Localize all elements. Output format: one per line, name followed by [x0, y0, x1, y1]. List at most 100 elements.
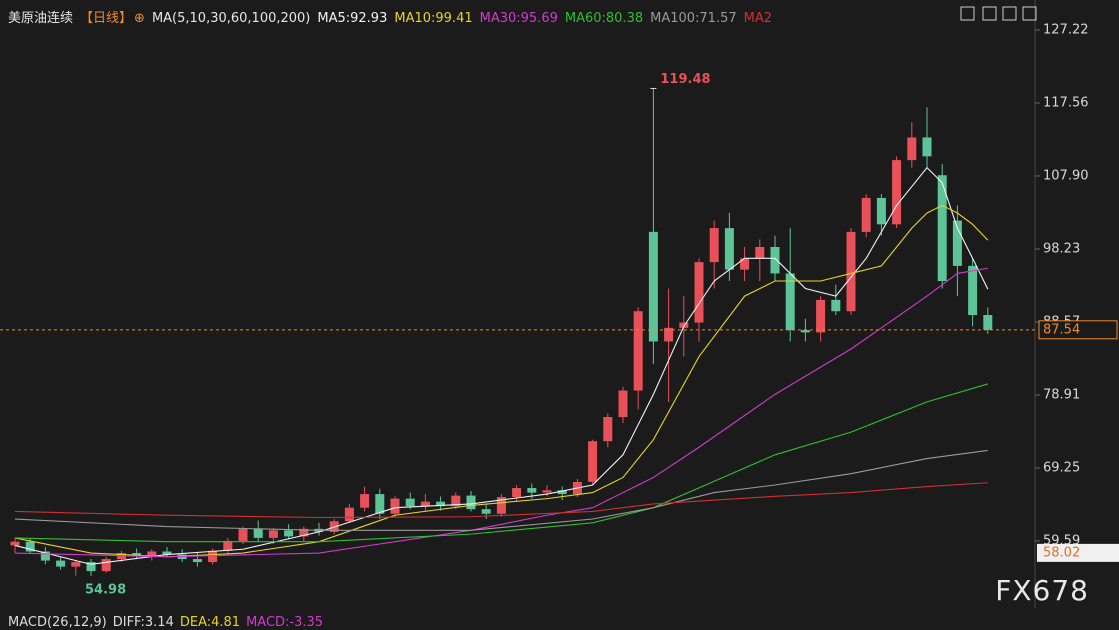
high-annotation: 119.48 — [660, 72, 710, 87]
candle-body — [496, 497, 506, 514]
legend-entry[interactable]: MA30:95.69 — [479, 11, 558, 26]
indicator[interactable]: MA(5,10,30,60,100,200) — [151, 11, 311, 26]
candle-body — [481, 509, 491, 514]
header: 美原油连续 【日线】 ⊕ MA(5,10,30,60,100,200) MA5:92.9… — [8, 7, 786, 26]
y-tick-label: 98.23 — [1043, 242, 1080, 257]
legend-entry[interactable]: MA100:71.57 — [650, 11, 737, 26]
candle-body — [223, 540, 233, 551]
candle-body — [147, 551, 157, 557]
candle-body — [664, 327, 674, 342]
candle-body — [208, 550, 218, 563]
candle-body — [618, 390, 628, 418]
candle-body — [892, 160, 902, 225]
marker-label: 58.02 — [1043, 545, 1080, 560]
candle-body — [876, 197, 886, 225]
candle-body — [633, 311, 643, 391]
candle-body — [420, 501, 430, 507]
marker-box — [1037, 543, 1119, 562]
icon[interactable]: ⊕ — [134, 11, 145, 26]
legend-entry[interactable]: MA5:92.93 — [317, 11, 388, 26]
y-tick-label: 69.25 — [1043, 461, 1080, 476]
candle-body — [694, 262, 704, 323]
candle-body — [907, 137, 917, 161]
candle-body — [709, 228, 719, 263]
candle-body — [770, 247, 780, 274]
candle-body — [968, 265, 978, 316]
candle-body — [846, 231, 856, 312]
candle-body — [937, 175, 947, 282]
y-tick-label: 78.91 — [1043, 388, 1080, 403]
candle-body — [86, 562, 96, 572]
candle-body — [40, 551, 50, 561]
ma-line — [14, 267, 988, 558]
candle-body — [268, 530, 278, 538]
candle-body — [436, 501, 446, 507]
candle-body — [238, 528, 248, 541]
candle-body — [922, 137, 932, 157]
candle-body — [724, 228, 734, 270]
price-box — [1038, 320, 1118, 340]
legend-entry[interactable]: MA2 — [743, 11, 773, 26]
candle-body — [542, 490, 552, 493]
macd-label: MACD:-3.35 — [246, 615, 324, 630]
candle-body — [299, 528, 309, 537]
candle-body — [800, 330, 810, 333]
candle-body — [861, 197, 871, 232]
macd-header: MACD(26,12,9) DIFF:3.14 DEA:4.81 MACD:-3.35 — [8, 615, 329, 630]
y-tick-label: 127.22 — [1043, 22, 1089, 37]
candle-body — [831, 299, 841, 312]
candle-body — [25, 541, 35, 552]
legend-entry[interactable]: MA60:80.38 — [564, 11, 644, 26]
candle-body — [740, 258, 750, 270]
candle-body — [952, 220, 962, 266]
toolbar-icons — [960, 6, 1037, 21]
candle-body — [284, 530, 294, 537]
candle-body — [816, 299, 826, 333]
candle-body — [375, 494, 385, 514]
title: 美原油连续 — [8, 11, 74, 26]
candle-body — [56, 560, 66, 567]
candle-body — [679, 322, 689, 328]
legend: MA5:92.93 MA10:99.41 MA30:95.69 MA60:80.38 M… — [317, 11, 779, 26]
candle-body — [390, 498, 400, 514]
icon[interactable] — [960, 6, 975, 21]
candle-body — [527, 488, 537, 493]
candle-body — [132, 553, 142, 557]
icon[interactable] — [982, 6, 997, 21]
ma-line — [14, 383, 988, 543]
candle-body — [344, 507, 354, 522]
macd-label: DEA:4.81 — [179, 615, 241, 630]
price-label: 87.54 — [1043, 322, 1080, 337]
candle-body — [10, 541, 20, 546]
candle-body — [588, 441, 598, 482]
macd-label: MACD(26,12,9) — [8, 615, 107, 630]
ma-line — [14, 204, 989, 558]
candle-body — [253, 528, 263, 538]
candle-body — [603, 417, 613, 442]
candle-body — [405, 498, 415, 507]
watermark: FX678 — [995, 574, 1089, 607]
candle-body — [192, 559, 202, 563]
candle-body — [162, 551, 172, 555]
candle-body — [512, 488, 522, 498]
candle-body — [71, 562, 81, 567]
icon[interactable] — [1022, 6, 1037, 21]
ma-line — [14, 482, 988, 519]
ma-line — [14, 166, 989, 565]
icon[interactable] — [1002, 6, 1017, 21]
candle-body — [983, 315, 993, 330]
candle-body — [785, 273, 795, 331]
y-tick-label: 117.56 — [1043, 95, 1089, 110]
candle-body — [360, 494, 370, 508]
candle-body — [648, 231, 658, 342]
period[interactable]: 【日线】 — [80, 11, 133, 26]
macd-label: DIFF:3.14 — [112, 615, 174, 630]
legend-entry[interactable]: MA10:99.41 — [394, 11, 473, 26]
candle-body — [755, 247, 765, 259]
candle-body — [557, 490, 567, 495]
ma-line — [14, 449, 988, 531]
low-annotation: 54.98 — [85, 582, 126, 597]
candle-body — [451, 495, 461, 507]
